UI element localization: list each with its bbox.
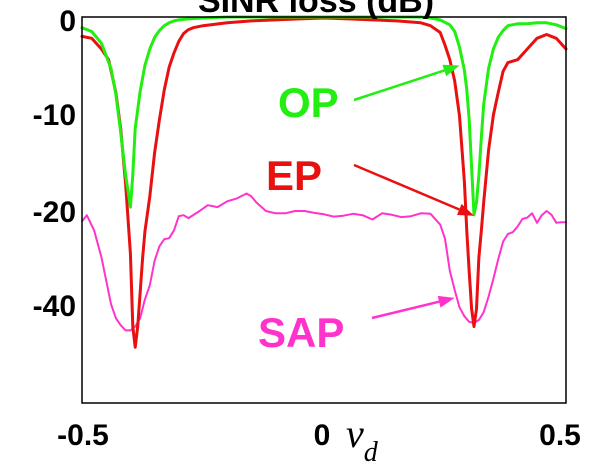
x-tick-labels: -0.5 0 0.5 [57, 419, 581, 452]
y-tick-labels: 0 -10 -20 -40 [33, 5, 76, 323]
arrow-op [353, 69, 445, 102]
arrowhead-ep [457, 203, 474, 216]
chart-title: SINR loss (dB) [198, 0, 434, 20]
y-tick-label: -40 [33, 290, 76, 323]
series-line-sap [81, 192, 567, 332]
label-ep: EP [266, 152, 322, 199]
y-tick-label: -20 [33, 196, 76, 229]
x-axis-subscript: d [364, 437, 379, 468]
y-tick-label: -10 [33, 99, 76, 132]
x-axis-label: νd [346, 411, 379, 468]
label-op: OP [278, 79, 339, 126]
x-axis-symbol: ν [346, 411, 364, 456]
label-sap: SAP [258, 309, 344, 356]
x-tick-label: -0.5 [57, 419, 109, 452]
arrowhead-sap [437, 295, 455, 308]
x-tick-label: 0.5 [539, 419, 581, 452]
arrowhead-op [442, 64, 460, 77]
x-tick-label: 0 [314, 419, 331, 452]
arrow-ep [353, 163, 460, 211]
series-line-ep [80, 16, 568, 349]
y-tick-label: 0 [59, 5, 76, 38]
plot-frame [81, 16, 567, 404]
arrow-sap [371, 300, 440, 320]
annotation-layer: OP EP SAP [258, 64, 474, 356]
series-layer [80, 15, 568, 349]
